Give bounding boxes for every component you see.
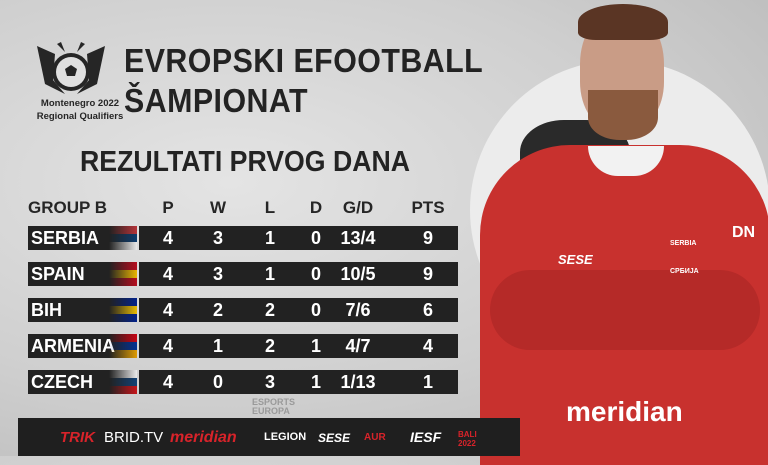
header-group: GROUP B: [28, 198, 108, 217]
stat-w: 3: [212, 228, 223, 248]
title-line1: EVROPSKI EFOOTBALL: [124, 42, 484, 79]
stat-d: 0: [310, 264, 321, 284]
stat-gd: 10/5: [340, 264, 376, 284]
stat-gd: 7/6: [345, 300, 371, 320]
team-name: SERBIA: [31, 228, 100, 248]
championship-eagle-ball-logo: [37, 42, 105, 94]
team-name: BIH: [31, 300, 62, 320]
table-row: BIH 4 2 2 0 7/6 6: [28, 298, 458, 322]
team-name: ARMENIA: [31, 336, 115, 356]
stat-l: 3: [264, 372, 275, 392]
team-flag-icon: [109, 226, 137, 250]
sponsor-aur: AUR: [364, 432, 386, 443]
stat-gd: 1/13: [340, 372, 376, 392]
player-arms: [490, 270, 760, 350]
stat-w: 0: [212, 372, 223, 392]
sponsor-iesf: IESF: [410, 429, 442, 445]
stats-bar: 4 2 2 0 7/6 6: [139, 298, 458, 322]
sponsor-sese: SESE: [318, 431, 351, 445]
sponsor-bali-2022: BALI 2022: [458, 430, 477, 448]
stats-bar: 4 1 2 1 4/7 4: [139, 334, 458, 358]
stat-pts: 1: [422, 372, 433, 392]
team-flag-icon: [109, 334, 137, 358]
team-name-cell: BIH: [28, 298, 137, 322]
shirt-badge-line1: SERBIA: [670, 240, 697, 247]
table-row: CZECH 4 0 3 1 1/13 1: [28, 370, 458, 394]
header-pts: PTS: [411, 198, 445, 217]
team-flag-icon: [109, 370, 137, 394]
stat-d: 0: [310, 228, 321, 248]
shirt-badge-line2: СРБИЈА: [670, 268, 699, 275]
subtitle: REZULTATI PRVOG DANA: [80, 146, 411, 178]
stat-w: 1: [212, 336, 223, 356]
sponsor-meridian: meridian: [170, 429, 237, 446]
team-flag-icon: [109, 298, 137, 322]
player-beard: [588, 90, 658, 140]
team-flag-icon: [109, 262, 137, 286]
header-gd: G/D: [342, 198, 374, 217]
sponsor-bar: TRIK BRID.TV meridian LEGION SESE AUR IE…: [18, 418, 520, 456]
stat-l: 1: [264, 264, 275, 284]
header-w: W: [209, 198, 227, 217]
player-image: SESE DN SERBIA СРБИЈА meridian: [470, 0, 768, 465]
shirt-chest-logo: SESE: [558, 252, 593, 267]
stat-gd: 13/4: [340, 228, 376, 248]
watermark: ESPORTS EUROPA: [252, 397, 296, 416]
stats-bar: 4 3 1 0 13/4 9: [139, 226, 458, 250]
stat-l: 2: [264, 300, 275, 320]
stat-pts: 6: [422, 300, 433, 320]
stat-pts: 9: [422, 228, 433, 248]
stat-gd: 4/7: [345, 336, 371, 356]
logo-caption-line1: Montenegro 2022: [40, 98, 120, 109]
table-row: SPAIN 4 3 1 0 10/5 9: [28, 262, 458, 286]
stats-bar: 4 3 1 0 10/5 9: [139, 262, 458, 286]
sponsor-trik: TRIK: [60, 429, 95, 446]
stat-pts: 4: [422, 336, 433, 356]
table-row: ARMENIA 4 1 2 1 4/7 4: [28, 334, 458, 358]
sponsor-bridtv: BRID.TV: [104, 429, 164, 446]
stat-pts: 9: [422, 264, 433, 284]
stat-p: 4: [162, 336, 173, 356]
table-row: SERBIA 4 3 1 0 13/4 9: [28, 226, 458, 250]
stat-p: 4: [162, 264, 173, 284]
stat-d: 1: [310, 336, 321, 356]
team-name-cell: ARMENIA: [28, 334, 137, 358]
stat-d: 0: [310, 300, 321, 320]
stat-p: 4: [162, 372, 173, 392]
team-name-cell: SERBIA: [28, 226, 137, 250]
sponsor-legion: LEGION: [264, 431, 307, 443]
stat-w: 3: [212, 264, 223, 284]
stat-l: 1: [264, 228, 275, 248]
shirt-sleeve-text: DN: [732, 224, 756, 241]
stat-w: 2: [212, 300, 223, 320]
team-name-cell: SPAIN: [28, 262, 137, 286]
stat-d: 1: [310, 372, 321, 392]
stats-bar: 4 0 3 1 1/13 1: [139, 370, 458, 394]
logo-caption-line2: Regional Qualifiers: [36, 111, 124, 122]
team-name: SPAIN: [31, 264, 85, 284]
player-hair: [578, 4, 668, 40]
team-name-cell: CZECH: [28, 370, 137, 394]
header-p: P: [162, 198, 174, 217]
stat-l: 2: [264, 336, 275, 356]
stat-p: 4: [162, 228, 173, 248]
stat-p: 4: [162, 300, 173, 320]
header-l: L: [264, 198, 276, 217]
shirt-sponsor: meridian: [566, 396, 683, 427]
title-line2: ŠAMPIONAT: [124, 82, 309, 119]
team-name: CZECH: [31, 372, 93, 392]
header-d: D: [309, 198, 323, 217]
